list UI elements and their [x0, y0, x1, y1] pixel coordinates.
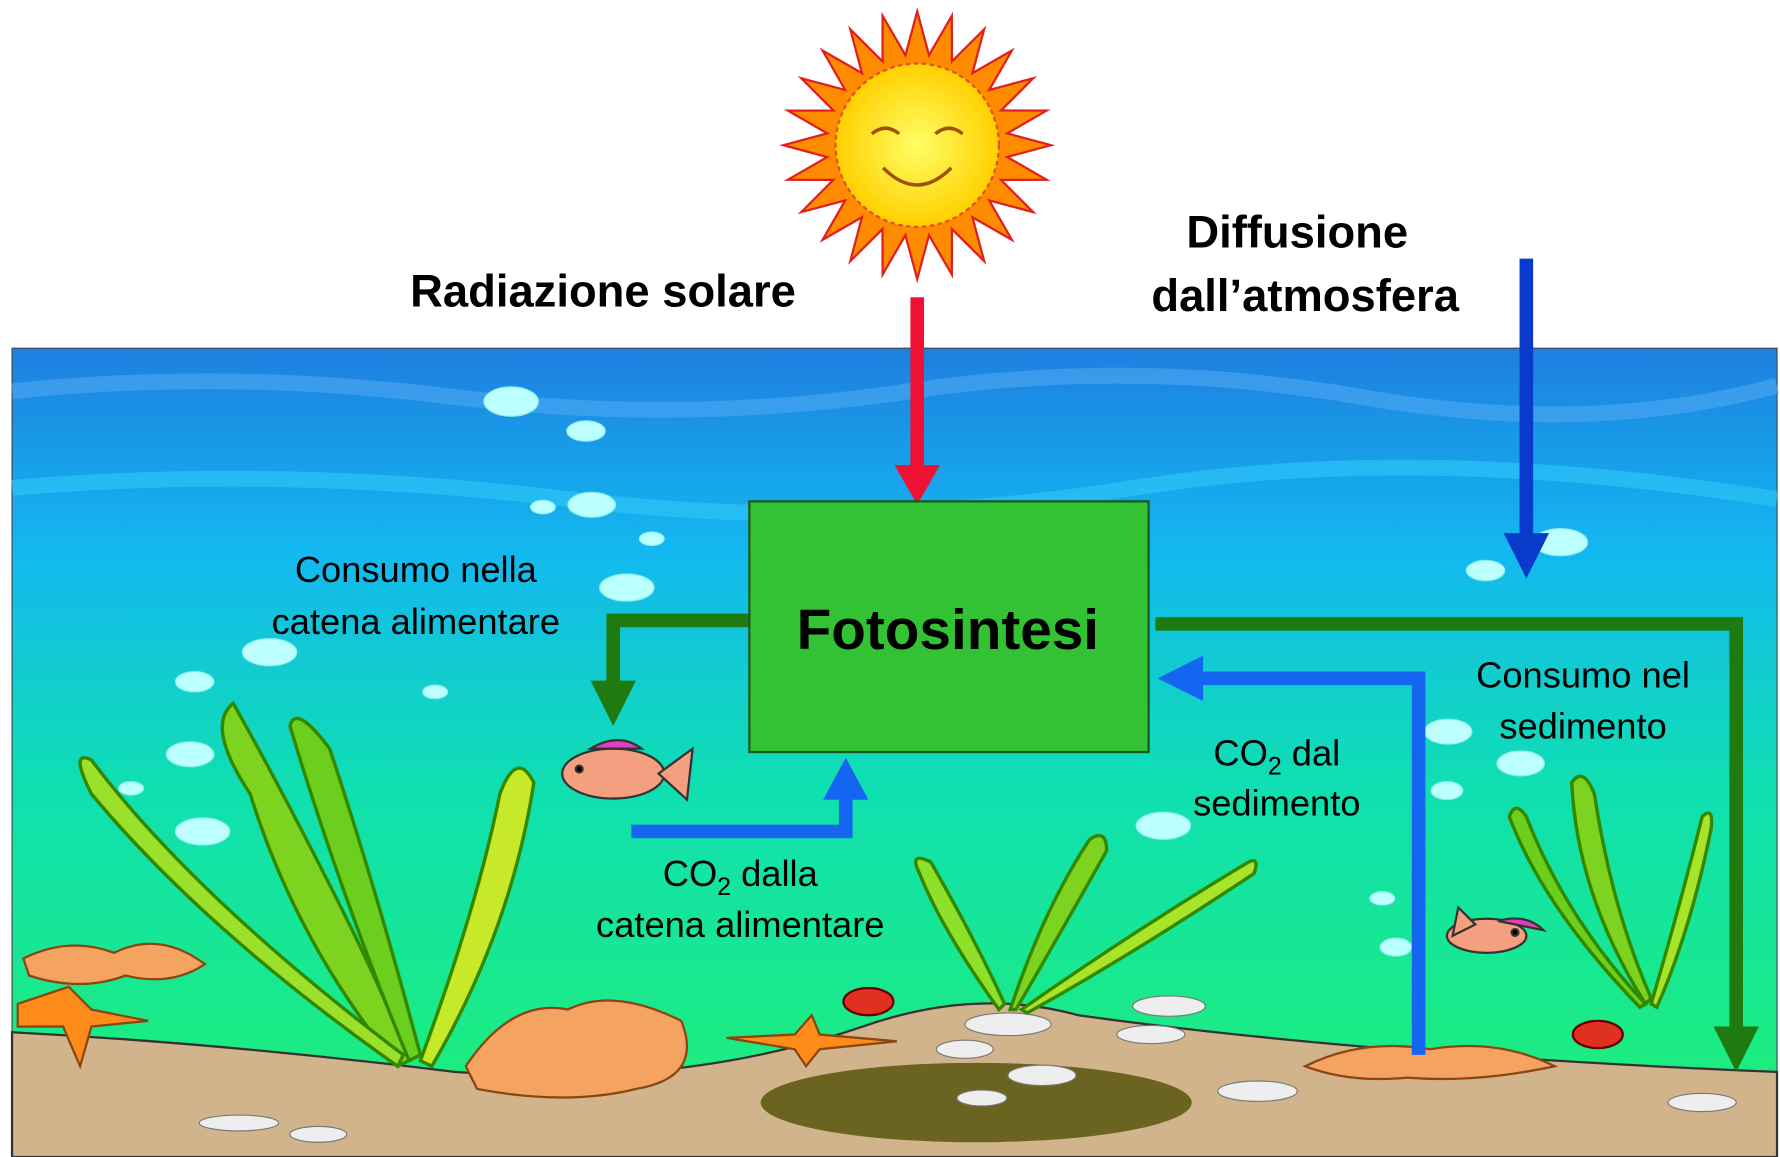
co2-sediment-arrow	[1197, 671, 1426, 1055]
arrows	[590, 258, 1759, 1072]
wave	[11, 367, 1780, 423]
food-consumption-label: catena alimentare	[272, 601, 560, 642]
photosynthesis-box	[748, 500, 1150, 754]
sediment-arrow	[1155, 617, 1744, 1033]
photosynthesis-label: Fotosintesi	[797, 599, 1099, 662]
co2-sediment-label: sedimento	[1193, 783, 1360, 824]
arrow-head	[1157, 655, 1204, 702]
co2-subscript: 2	[1268, 753, 1282, 781]
diffusion-label: dall’atmosfera	[1151, 270, 1459, 321]
diffusion-label: Diffusione	[1186, 206, 1408, 257]
co2-sediment-label: CO2 dal	[1213, 733, 1340, 781]
co2-food-arrow	[631, 794, 853, 839]
co2-food-label: catena alimentare	[596, 904, 884, 945]
co2-subscript: 2	[717, 873, 731, 901]
plants	[78, 700, 1714, 1069]
food-arrow	[606, 613, 750, 687]
sun	[779, 6, 1056, 284]
arrow-head	[823, 757, 869, 800]
solar-label: Radiazione solare	[410, 265, 796, 316]
co2-text: CO	[663, 853, 717, 894]
arrow-head	[1713, 1026, 1759, 1072]
co2-text: dal	[1282, 733, 1341, 774]
food-consumption-label: Consumo nella	[295, 549, 538, 590]
arrow-head	[1503, 533, 1550, 579]
corals	[16, 942, 1559, 1099]
stones	[198, 995, 1737, 1143]
arrow-head	[894, 465, 940, 505]
co2-text: dalla	[731, 853, 819, 894]
sediment-consumption-label: Consumo nel	[1476, 654, 1690, 695]
fish	[561, 739, 1547, 954]
co2-food-label: CO2 dalla	[663, 853, 819, 901]
sediment-consumption-label: sedimento	[1499, 705, 1666, 746]
crabs	[842, 986, 1624, 1050]
co2-text: CO	[1213, 733, 1267, 774]
arrow-head	[590, 680, 636, 726]
